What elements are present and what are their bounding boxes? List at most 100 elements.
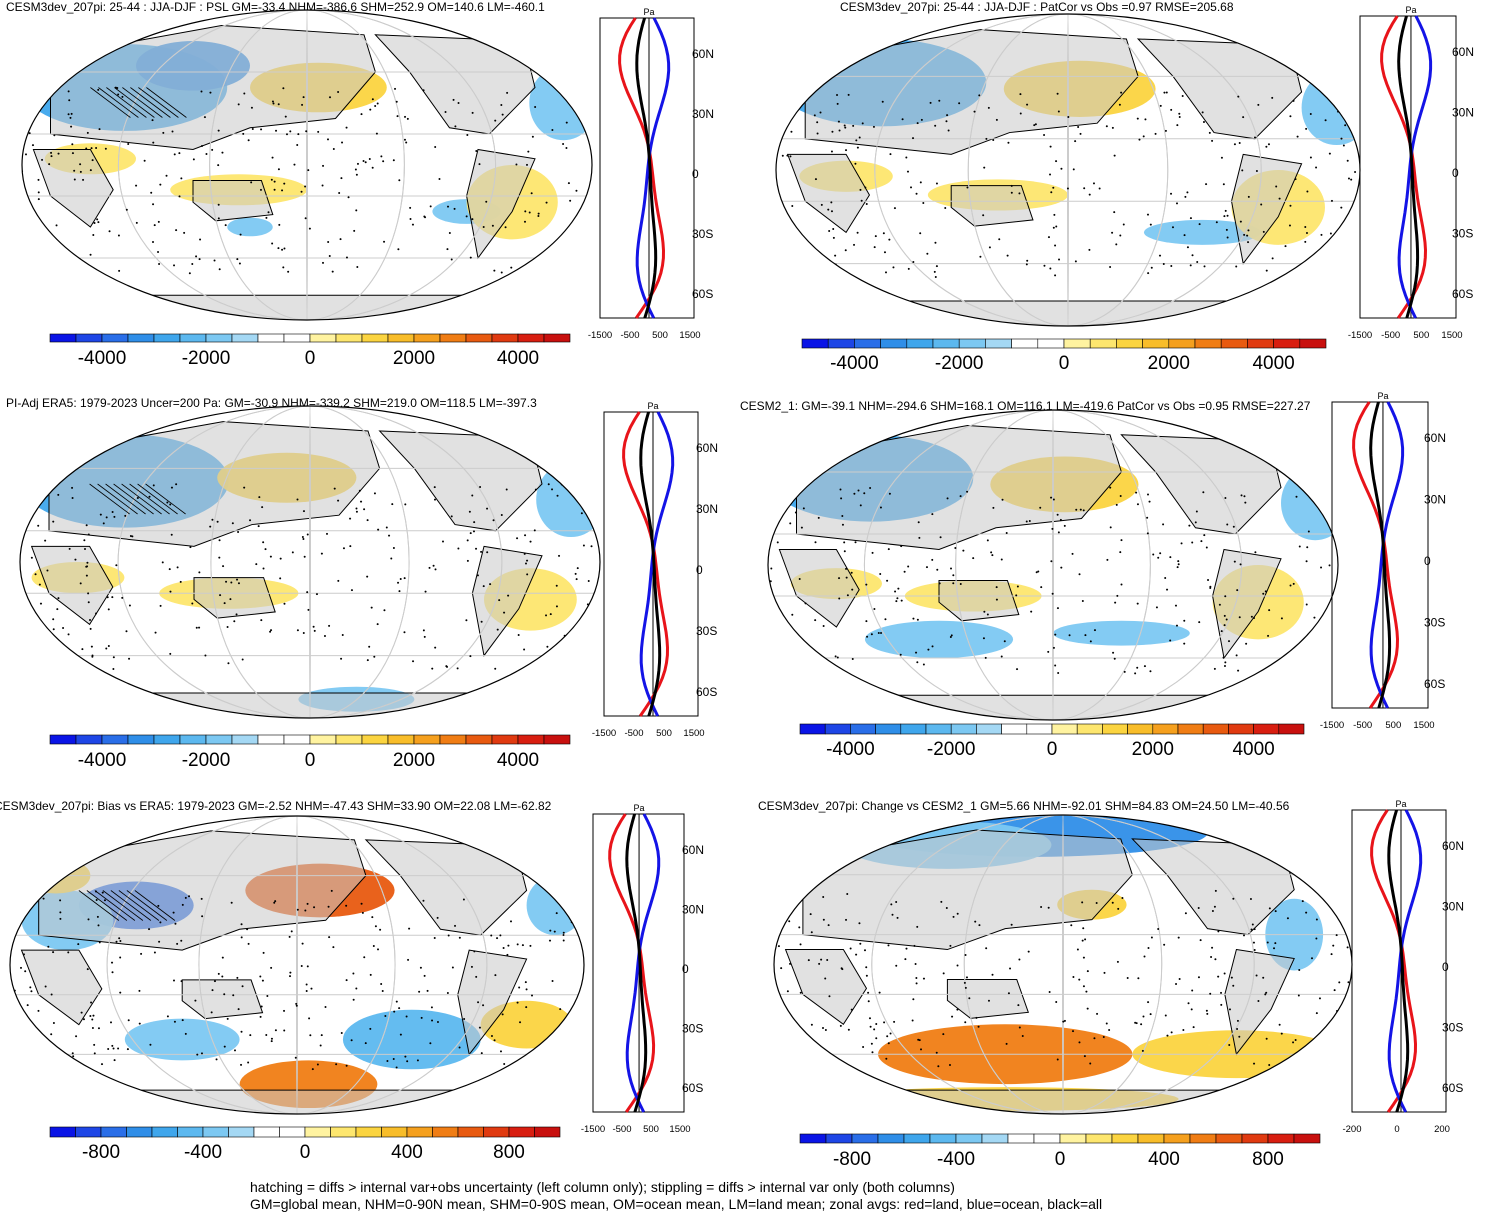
stipple-dot xyxy=(1187,1002,1190,1005)
stipple-dot xyxy=(1016,585,1019,588)
stipple-dot xyxy=(551,488,554,491)
stipple-dot xyxy=(273,901,276,904)
stipple-dot xyxy=(1344,124,1347,127)
stipple-dot xyxy=(1294,1039,1297,1042)
stipple-dot xyxy=(1222,656,1225,659)
stipple-dot xyxy=(818,962,821,965)
stipple-dot xyxy=(29,90,32,93)
stipple-dot xyxy=(236,258,239,261)
colorbar-cell xyxy=(100,1126,127,1138)
stipple-dot xyxy=(549,929,552,932)
stipple-dot xyxy=(215,1058,218,1061)
stipple-dot xyxy=(47,945,50,948)
stipple-dot xyxy=(783,656,786,659)
stipple-dot xyxy=(991,554,994,557)
stipple-dot xyxy=(221,151,224,154)
stipple-dot xyxy=(131,535,134,538)
stipple-dot xyxy=(1093,629,1096,632)
stipple-dot xyxy=(352,972,355,975)
stipple-dot xyxy=(297,133,300,136)
stipple-dot xyxy=(1273,947,1276,950)
stipple-dot xyxy=(862,1045,865,1048)
stipple-dot xyxy=(86,561,89,564)
stipple-dot xyxy=(261,979,264,982)
stipple-dot xyxy=(1089,640,1092,643)
stipple-dot xyxy=(52,951,55,954)
hatch-line xyxy=(126,890,168,921)
stipple-dot xyxy=(24,970,27,973)
stipple-dot xyxy=(1292,99,1295,102)
stipple-dot xyxy=(496,937,499,940)
stipple-dot xyxy=(1253,928,1256,931)
stipple-dot xyxy=(259,1015,262,1018)
stipple-dot xyxy=(362,160,365,163)
stipple-dot xyxy=(868,1017,871,1020)
land-outline xyxy=(1224,948,1295,1056)
stipple-dot xyxy=(170,486,173,489)
stipple-dot xyxy=(1309,156,1312,159)
anomaly-region xyxy=(529,65,592,141)
stipple-dot xyxy=(305,983,308,986)
stipple-dot xyxy=(349,545,352,548)
stipple-dot xyxy=(360,500,363,503)
graticule xyxy=(309,406,311,718)
stipple-dot xyxy=(890,903,893,906)
graticule xyxy=(198,816,396,1114)
stipple-dot xyxy=(964,986,967,989)
stipple-dot xyxy=(352,998,355,1001)
stipple-dot xyxy=(101,1063,104,1066)
stipple-dot xyxy=(211,518,214,521)
stipple-dot xyxy=(814,178,817,181)
stipple-dot xyxy=(537,214,540,217)
stipple-dot xyxy=(1135,491,1138,494)
stipple-dot xyxy=(575,578,578,581)
zonal-x-tick-label: 500 xyxy=(643,1124,659,1135)
stipple-dot xyxy=(454,924,457,927)
stipple-dot xyxy=(786,251,789,254)
stipple-dot xyxy=(1209,586,1212,589)
stipple-dot xyxy=(1047,906,1050,909)
colorbar-cell xyxy=(335,734,363,745)
stipple-dot xyxy=(789,155,792,158)
stipple-dot xyxy=(250,181,253,184)
stipple-dot xyxy=(590,604,593,607)
colorbar-tick-label: -2000 xyxy=(927,739,976,760)
stipple-dot xyxy=(797,893,800,896)
colorbar-cell xyxy=(101,734,129,745)
stipple-dot xyxy=(551,980,554,983)
latitude-label: 30S xyxy=(692,227,713,241)
stipple-dot xyxy=(799,943,802,946)
stipple-dot xyxy=(1346,946,1349,949)
zonal-x-tick-label: 1500 xyxy=(1413,720,1434,731)
colorbar-cell xyxy=(1111,1133,1139,1144)
stipple-dot xyxy=(377,948,380,951)
stipple-dot xyxy=(551,1063,554,1066)
colorbar-cell xyxy=(257,734,285,745)
stipple-dot xyxy=(947,129,950,132)
stipple-dot xyxy=(376,102,379,105)
stipple-dot xyxy=(1265,269,1268,272)
stipple-dot xyxy=(1350,178,1353,181)
zonal-mean-line xyxy=(1369,401,1405,709)
stipple-dot xyxy=(780,967,783,970)
stipple-dot xyxy=(529,944,532,947)
stipple-dot xyxy=(1203,265,1206,268)
stipple-dot xyxy=(1010,184,1013,187)
stipple-dot xyxy=(1171,226,1174,229)
stipple-dot xyxy=(398,179,401,182)
zonal-x-tick-label: -500 xyxy=(1381,330,1400,341)
stipple-dot xyxy=(153,224,156,227)
stipple-dot xyxy=(302,631,305,634)
colorbar-cell xyxy=(279,1126,306,1138)
stipple-dot xyxy=(1164,577,1167,580)
latitude-label: 60N xyxy=(1442,839,1464,853)
stipple-dot xyxy=(270,1040,273,1043)
latitude-label: 60S xyxy=(1442,1081,1463,1095)
colorbar-cell xyxy=(1137,1133,1165,1144)
stipple-dot xyxy=(1353,112,1356,115)
stipple-dot xyxy=(810,931,813,934)
stipple-dot xyxy=(1054,664,1057,667)
stipple-dot xyxy=(872,125,875,128)
colorbar-tick-label: 2000 xyxy=(1132,739,1174,760)
stipple-dot xyxy=(471,111,474,114)
